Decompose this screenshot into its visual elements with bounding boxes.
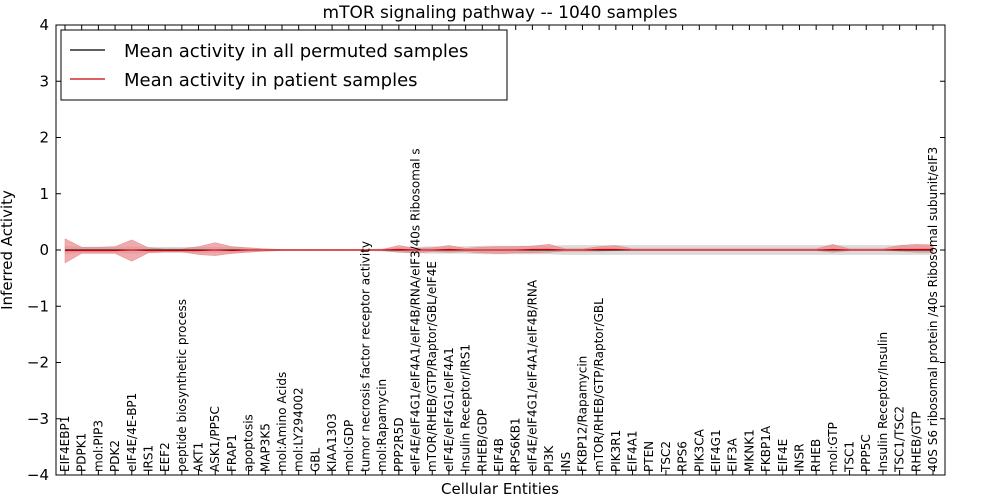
x-tick-label: mol:Rapamycin (375, 379, 389, 472)
legend-label-permuted: Mean activity in all permuted samples (124, 41, 468, 62)
x-tick-label: 40S S6 ribosomal protein /40s Ribosomal … (926, 147, 940, 472)
x-tick-label: PDK2 (108, 440, 122, 472)
x-tick-label: eIF4E/eIF4G1/eIF4A1/eIF4B/RNA/eIF3/40s R… (409, 148, 423, 472)
x-axis: EIF4EBP1 PDPK1 mol:PIP3 PDK2 eIF4E/4E-BP1 IRS… (58, 25, 940, 475)
x-tick-label: PIK3CA (692, 428, 706, 472)
x-tick-label: MKNK1 (742, 429, 756, 472)
x-tick-label: INS (559, 452, 573, 472)
x-tick-label: Insulin Receptor/Insulin (876, 332, 890, 472)
x-tick-label: eIF4E/eIF4G1/eIF4A1 (442, 347, 456, 472)
x-tick-label: mol:Amino Acids (275, 372, 289, 472)
x-tick-label: PTEN (642, 441, 656, 472)
x-tick-label: tumor necrosis factor receptor activity (358, 241, 372, 472)
y-tick-label: −3 (27, 410, 49, 428)
lines-layer (65, 248, 933, 252)
x-tick-label: mol:GTP (826, 422, 840, 472)
x-tick-label: mTOR/RHEB/GTP/Raptor/GBL/eIF4E (425, 261, 439, 472)
x-axis-label: Cellular Entities (441, 480, 559, 498)
x-tick-label: EIF4A1 (626, 430, 640, 472)
y-tick-label: 0 (39, 241, 49, 259)
x-tick-label: EIF4E (776, 439, 790, 472)
x-tick-label: mTOR/RHEB/GTP/Raptor/GBL (592, 298, 606, 472)
x-tick-label: TSC1 (843, 441, 857, 473)
x-tick-label: FRAP1 (225, 434, 239, 472)
band-patient (64, 238, 934, 264)
legend-box (60, 29, 508, 101)
x-tick-label: RPS6KB1 (509, 417, 523, 472)
x-tick-label: EIF4B (492, 438, 506, 472)
legend: Mean activity in all permuted samples Me… (60, 29, 508, 101)
x-tick-label: EIF4EBP1 (58, 416, 72, 472)
x-tick-label: MAP3K5 (258, 423, 272, 472)
x-tick-label: Insulin Receptor/IRS1 (459, 344, 473, 472)
x-tick-label: AKT1 (192, 442, 206, 472)
x-tick-label: FKBP12/Rapamycin (575, 356, 589, 472)
x-tick-label: INSR (792, 444, 806, 472)
x-tick-label: ASK1/PP5C (208, 406, 222, 472)
x-tick-label: GBL (308, 447, 322, 472)
x-tick-label: PIK3R1 (609, 430, 623, 472)
y-tick-label: −2 (27, 354, 49, 372)
x-tick-label: RHEB/GTP (909, 411, 923, 472)
x-tick-label: eIF4E/eIF4G1/eIF4A1/eIF4B/RNA (525, 279, 539, 472)
x-tick-label: TSC1/TSC2 (893, 406, 907, 473)
chart-title: mTOR signaling pathway -- 1040 samples (323, 3, 678, 23)
x-tick-label: RPS6 (676, 441, 690, 472)
y-axis-label: Inferred Activity (0, 190, 16, 310)
x-tick-label: FKBP1A (759, 425, 773, 472)
x-tick-label: EIF3A (726, 437, 740, 472)
x-tick-label: IRS1 (141, 445, 155, 472)
x-tick-label: mol:GDP (342, 420, 356, 472)
x-tick-label: RHEB (809, 439, 823, 472)
x-tick-label: PI3K (542, 445, 556, 472)
x-tick-label: EEF2 (158, 442, 172, 472)
x-tick-label: mol:PIP3 (91, 420, 105, 472)
y-tick-label: −1 (27, 297, 49, 315)
y-tick-label: 4 (39, 16, 49, 34)
x-tick-label: eIF4E/4E-BP1 (125, 393, 139, 472)
legend-label-patient: Mean activity in patient samples (124, 70, 418, 91)
y-tick-label: 2 (39, 129, 49, 147)
x-tick-label: RHEB/GDP (475, 409, 489, 472)
x-tick-label: apoptosis (242, 414, 256, 472)
x-tick-label: TSC2 (659, 441, 673, 473)
x-tick-label: EIF4G1 (709, 429, 723, 472)
x-tick-label: KIAA1303 (325, 413, 339, 472)
x-tick-label: PPP5C (859, 434, 873, 472)
x-tick-label: PDPK1 (75, 433, 89, 472)
x-tick-label: mol:LY294002 (292, 387, 306, 472)
y-tick-label: 1 (39, 185, 49, 203)
y-tick-label: 3 (39, 72, 49, 90)
x-tick-label: peptide biosynthetic process (175, 299, 189, 472)
series-line-patient (65, 248, 933, 252)
x-tick-label: PPP2R5D (392, 417, 406, 472)
y-tick-label: −4 (27, 466, 49, 484)
y-axis: 4 3 2 1 0 −1 −2 −3 −4 (27, 16, 945, 484)
